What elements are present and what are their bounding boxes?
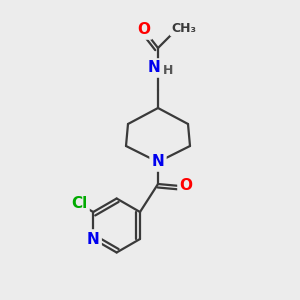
Text: N: N [152,154,164,169]
Text: N: N [148,61,160,76]
Text: H: H [163,64,173,77]
Text: O: O [137,22,151,38]
Text: N: N [87,232,100,247]
Text: O: O [179,178,193,194]
Text: Cl: Cl [71,196,88,211]
Text: CH₃: CH₃ [172,22,197,34]
